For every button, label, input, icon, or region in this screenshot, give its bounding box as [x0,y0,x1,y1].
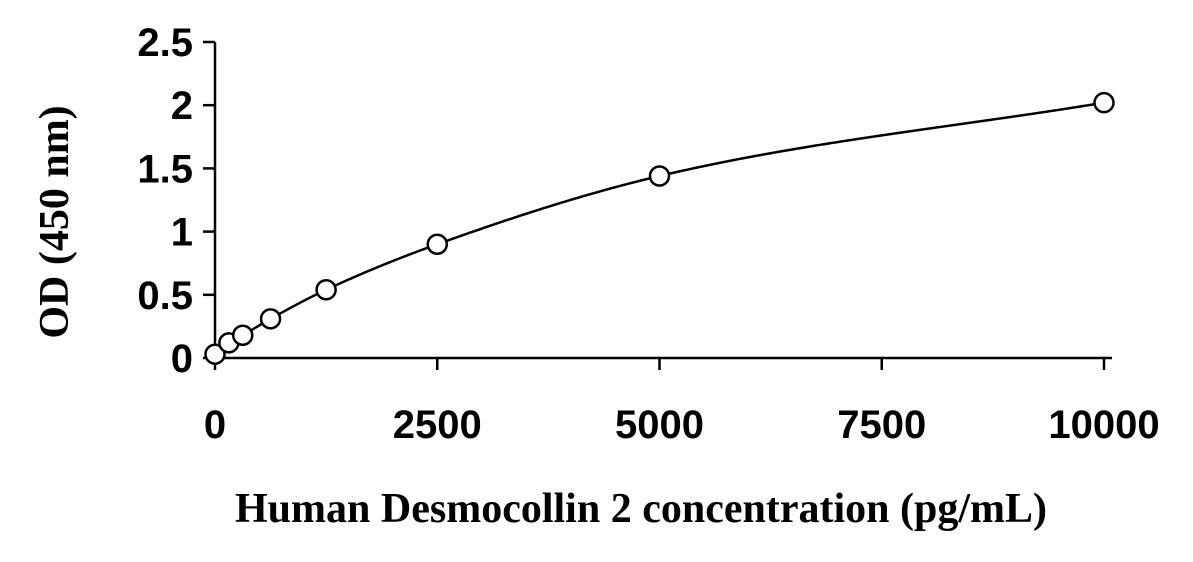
tick-labels: 0 0.5 1 1.5 2 2.5 0 2500 5000 7500 10000 [137,21,1159,447]
axes [213,42,1112,360]
data-point-4 [315,278,337,301]
x-tick-label-2: 5000 [615,403,704,447]
y-tick-label-1: 0.5 [137,274,193,318]
x-tick-label-3: 7500 [837,403,926,447]
x-axis-title: Human Desmocollin 2 concentration (pg/mL… [235,486,1047,532]
data-point-7 [1093,91,1115,114]
data-points [204,91,1115,365]
y-tick-label-2: 1 [171,211,193,255]
data-point-5 [426,233,448,255]
x-tick-label-1: 2500 [393,403,482,447]
y-axis-title: OD (450 nm) [32,105,78,338]
data-point-6 [648,165,671,187]
fit-curve [214,101,1105,356]
y-tick-label-4: 2 [171,84,193,128]
ticks [203,40,1106,370]
y-tick-label-0: 0 [171,337,193,381]
data-point-3 [259,308,282,330]
data-point-0 [204,343,226,365]
data-point-2 [231,324,254,346]
x-tick-label-4: 10000 [1048,403,1159,447]
x-tick-label-0: 0 [204,403,226,447]
y-tick-label-5: 2.5 [137,21,193,65]
y-tick-label-3: 1.5 [137,147,193,191]
